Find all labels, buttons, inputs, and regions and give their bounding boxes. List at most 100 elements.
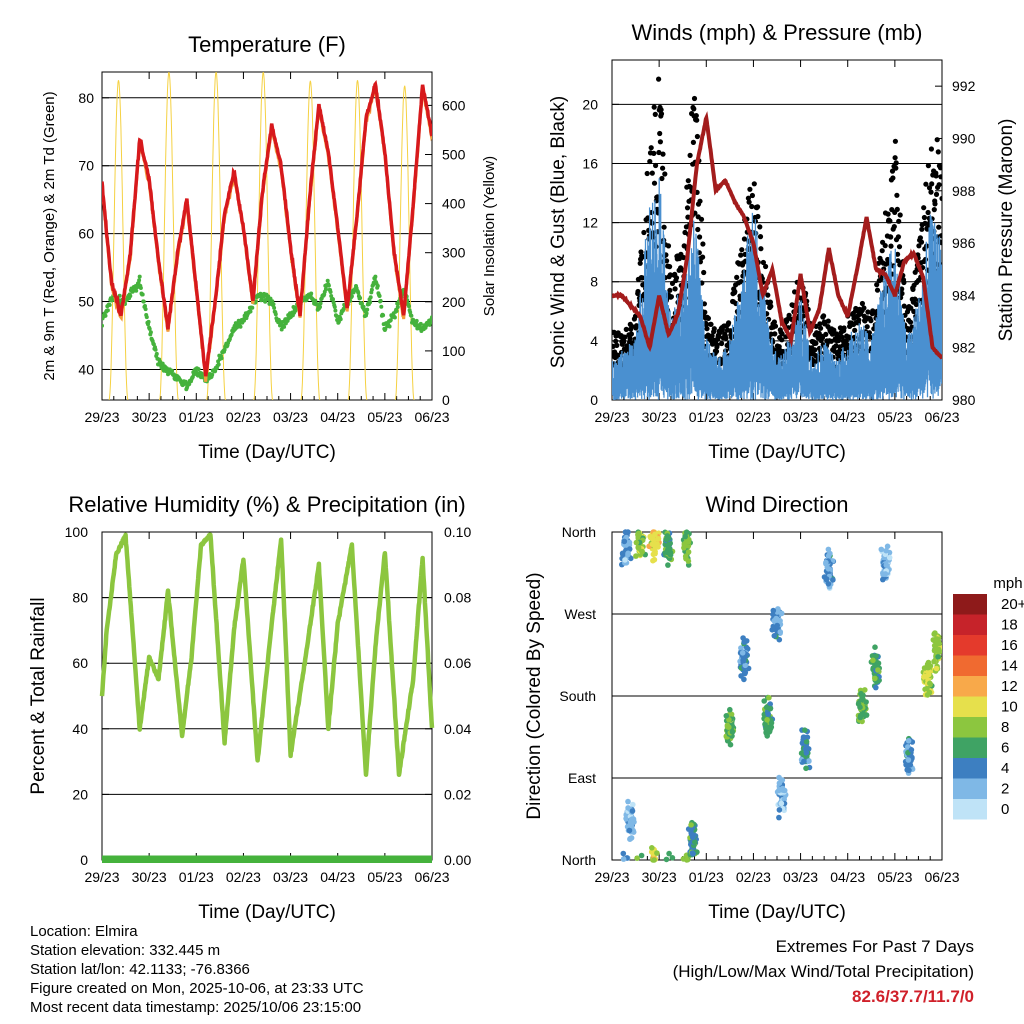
direction-point bbox=[776, 814, 782, 821]
gust-point bbox=[893, 165, 899, 171]
direction-point bbox=[872, 675, 878, 682]
direction-point bbox=[770, 607, 777, 614]
y-tick-label: 60 bbox=[78, 226, 94, 242]
direction-point bbox=[683, 857, 690, 863]
y-tick-label: 100 bbox=[65, 524, 89, 540]
direction-point bbox=[767, 701, 773, 707]
direction-point bbox=[926, 689, 933, 696]
gust-point bbox=[648, 145, 654, 151]
gust-point bbox=[938, 174, 942, 180]
gust-point bbox=[732, 289, 738, 295]
direction-point bbox=[774, 622, 780, 629]
gust-point bbox=[647, 158, 653, 165]
plot-area bbox=[619, 529, 942, 863]
y2-tick-label: 990 bbox=[952, 130, 976, 146]
direction-point bbox=[931, 658, 937, 665]
gust-point bbox=[895, 234, 902, 240]
gust-point bbox=[673, 275, 680, 281]
gust-point bbox=[911, 308, 917, 315]
gust-point bbox=[907, 319, 914, 325]
x-tick-label: 05/23 bbox=[877, 869, 912, 885]
gust-point bbox=[896, 244, 903, 250]
temp-2m-line bbox=[102, 80, 432, 377]
direction-cluster bbox=[930, 630, 942, 674]
direction-point bbox=[827, 550, 833, 557]
gust-point bbox=[819, 335, 826, 341]
direction-point bbox=[685, 538, 692, 545]
direction-point bbox=[625, 798, 631, 805]
direction-point bbox=[652, 531, 658, 538]
gust-point bbox=[704, 326, 710, 332]
legend-swatch bbox=[953, 799, 987, 820]
relative-humidity-line bbox=[99, 532, 435, 778]
x-tick-label: 04/23 bbox=[830, 869, 865, 885]
x-axis-label: Time (Day/UTC) bbox=[708, 902, 846, 923]
gust-point bbox=[644, 170, 650, 177]
x-tick-label: 02/23 bbox=[736, 409, 771, 425]
gust-point bbox=[667, 272, 673, 278]
dewpoint-point bbox=[105, 308, 110, 313]
legend-label: 4 bbox=[1001, 760, 1009, 777]
y-tick-label: 80 bbox=[78, 90, 94, 106]
direction-point bbox=[781, 796, 787, 802]
gust-point bbox=[812, 347, 818, 353]
gust-point bbox=[649, 170, 655, 176]
gust-point bbox=[921, 205, 927, 211]
gust-point bbox=[667, 287, 673, 293]
x-tick-label: 03/23 bbox=[783, 869, 818, 885]
gust-point bbox=[817, 321, 823, 327]
gust-point bbox=[895, 251, 901, 257]
direction-cluster bbox=[774, 774, 789, 821]
gust-point bbox=[929, 181, 935, 187]
direction-point bbox=[650, 536, 656, 542]
y2-tick-label: 992 bbox=[952, 78, 976, 94]
gust-point bbox=[668, 294, 675, 300]
direction-point bbox=[729, 729, 736, 735]
gust-point bbox=[751, 181, 757, 187]
gust-point bbox=[613, 338, 619, 344]
y2-tick-label: 0.02 bbox=[444, 786, 471, 802]
legend-swatch bbox=[953, 676, 987, 697]
y-tick-label: 60 bbox=[72, 655, 88, 671]
y-tick-label: North bbox=[562, 852, 596, 868]
dewpoint-point bbox=[333, 308, 338, 313]
direction-cluster bbox=[633, 529, 648, 861]
gust-point bbox=[937, 165, 942, 171]
gust-point bbox=[766, 316, 772, 322]
direction-point bbox=[689, 850, 696, 856]
direction-point bbox=[908, 747, 915, 753]
direction-point bbox=[904, 767, 910, 773]
y-tick-label: 40 bbox=[78, 361, 94, 377]
direction-point bbox=[620, 856, 627, 862]
legend-label: 2 bbox=[1001, 781, 1009, 798]
direction-point bbox=[626, 539, 633, 546]
legend-swatch bbox=[953, 614, 987, 635]
direction-point bbox=[873, 653, 879, 659]
gust-point bbox=[894, 206, 900, 212]
direction-point bbox=[804, 744, 810, 751]
gust-point bbox=[676, 255, 683, 262]
gust-point bbox=[825, 318, 831, 324]
direction-cluster bbox=[723, 706, 737, 748]
direction-point bbox=[880, 576, 886, 583]
direction-point bbox=[801, 734, 808, 741]
gust-point bbox=[637, 260, 643, 266]
direction-point bbox=[857, 714, 864, 721]
dewpoint-point bbox=[273, 312, 278, 317]
y-tick-label: 16 bbox=[582, 155, 598, 171]
dewpoint-point bbox=[213, 369, 218, 374]
sonic-wind-series bbox=[612, 178, 942, 400]
gust-point bbox=[698, 216, 705, 222]
direction-cluster bbox=[619, 529, 634, 862]
direction-point bbox=[649, 845, 655, 851]
direction-cluster bbox=[868, 644, 882, 691]
direction-point bbox=[723, 713, 730, 719]
direction-point bbox=[863, 699, 869, 705]
legend-swatch bbox=[953, 737, 987, 758]
gust-point bbox=[779, 337, 785, 343]
dewpoint-point bbox=[392, 315, 397, 320]
dewpoint-point bbox=[103, 313, 108, 318]
x-tick-label: 02/23 bbox=[226, 409, 261, 425]
direction-point bbox=[905, 738, 912, 744]
gust-point bbox=[899, 290, 905, 297]
